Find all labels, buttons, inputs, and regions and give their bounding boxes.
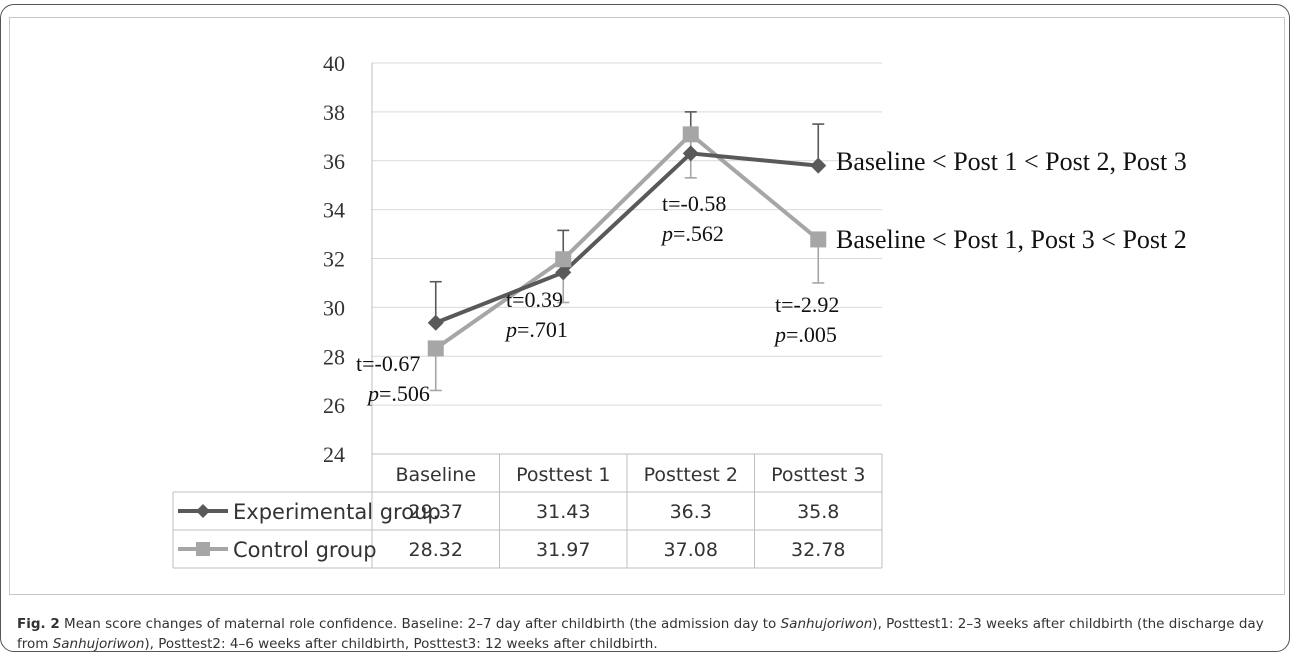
caption-text-2: ), Posttest1: 2–3 weeks after childbirth… xyxy=(17,616,1264,652)
series-line xyxy=(435,151,819,325)
data-point-square xyxy=(810,231,827,248)
figure-caption: Fig. 2 Mean score changes of maternal ro… xyxy=(17,614,1277,654)
data-point-square xyxy=(427,340,444,357)
table-value: 29.37 xyxy=(409,501,463,523)
table-value: 31.97 xyxy=(536,539,590,561)
table-value: 36.3 xyxy=(670,501,712,523)
experimental-comparison-label: Baseline < Post 1 < Post 2, Post 3 xyxy=(836,147,1187,176)
chart-area: 24 26 28 30 32 34 36 38 40 Baseline Posttest 1 Post… xyxy=(9,17,1285,595)
line-chart: 24 26 28 30 32 34 36 38 40 Baseline Posttest 1 Post… xyxy=(172,51,1187,569)
legend-label: Experimental group xyxy=(233,500,441,524)
y-tick-label: 24 xyxy=(323,442,345,467)
caption-label: Fig. 2 xyxy=(17,616,60,632)
caption-text-3: ), Posttest2: 4–6 weeks after childbirth… xyxy=(144,636,658,652)
y-tick-label: 34 xyxy=(323,198,345,223)
table-value: 37.08 xyxy=(664,539,718,561)
data-point-diamond xyxy=(682,145,699,162)
y-tick-label: 30 xyxy=(323,295,345,320)
caption-text-1: Mean score changes of maternal role conf… xyxy=(59,616,781,632)
legend-marker-square xyxy=(196,542,210,556)
data-point-square xyxy=(682,126,699,143)
caption-term-2: Sanhujoriwon xyxy=(52,636,145,652)
p-value-label: p=.562 xyxy=(660,221,724,246)
p-value-label: p=.005 xyxy=(773,322,837,347)
figure-frame: 24 26 28 30 32 34 36 38 40 Baseline Posttest 1 Post… xyxy=(0,4,1290,652)
t-statistic-label: t=-0.58 xyxy=(662,191,726,216)
caption-term-1: Sanhujoriwon xyxy=(780,616,873,632)
data-point-diamond xyxy=(810,157,827,174)
legend-marker-diamond xyxy=(196,504,210,518)
y-tick-label: 32 xyxy=(323,247,345,272)
legend-label: Control group xyxy=(233,538,377,562)
x-category-label: Posttest 3 xyxy=(771,464,865,486)
y-tick-label: 40 xyxy=(323,51,345,76)
table-value: 32.78 xyxy=(791,539,845,561)
control-comparison-label: Baseline < Post 1, Post 3 < Post 2 xyxy=(836,225,1187,254)
table-value: 35.8 xyxy=(797,501,839,523)
data-point-diamond xyxy=(427,314,444,331)
t-statistic-label: t=0.39 xyxy=(506,287,563,312)
t-statistic-label: t=-2.92 xyxy=(775,292,839,317)
t-statistic-label: t=-0.67 xyxy=(356,351,420,376)
x-category-label: Posttest 1 xyxy=(516,464,610,486)
x-category-label: Posttest 2 xyxy=(644,464,738,486)
series-line xyxy=(434,131,820,351)
y-tick-label: 38 xyxy=(323,100,345,125)
data-point-diamond xyxy=(555,264,572,281)
data-point-square xyxy=(555,251,572,268)
y-tick-label: 26 xyxy=(323,393,345,418)
y-tick-label: 36 xyxy=(323,149,345,174)
p-value-label: p=.506 xyxy=(366,381,430,406)
p-value-label: p=.701 xyxy=(504,317,568,342)
table-value: 31.43 xyxy=(536,501,590,523)
table-value: 28.32 xyxy=(409,539,463,561)
x-category-label: Baseline xyxy=(395,464,476,486)
y-tick-label: 28 xyxy=(323,344,345,369)
